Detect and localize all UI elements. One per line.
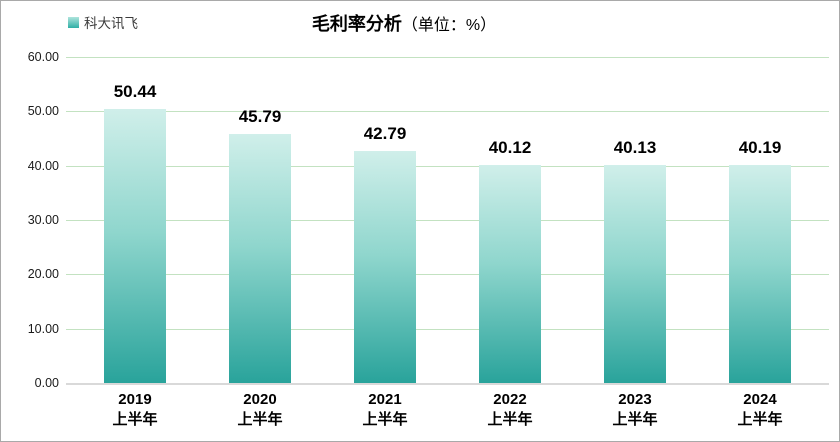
y-axis-tick-label: 0.00 xyxy=(34,376,59,390)
chart-title: 毛利率分析（单位：%） xyxy=(312,10,496,36)
bar-value-label: 40.19 xyxy=(738,137,782,157)
y-gridline xyxy=(66,57,829,58)
bar-2020[interactable] xyxy=(229,134,291,383)
y-gridline xyxy=(66,220,829,221)
x-axis-line xyxy=(66,383,829,385)
y-gridline xyxy=(66,165,829,167)
legend-swatch-icon xyxy=(68,16,79,28)
y-axis-tick-label: 40.00 xyxy=(27,158,59,173)
bar-value-label: 50.44 xyxy=(113,81,157,101)
bar-2019[interactable] xyxy=(104,108,166,383)
x-axis-category-label: 2019 上半年 xyxy=(112,391,158,428)
bar-2021[interactable] xyxy=(354,150,416,383)
legend-item-iflytek[interactable]: 科大讯飞 xyxy=(68,12,138,32)
y-axis-tick-label: 10.00 xyxy=(27,321,59,336)
y-axis-tick-label: 50.00 xyxy=(27,104,59,119)
x-axis-category-label: 2021 上半年 xyxy=(362,391,408,428)
x-axis-category-label: 2023 上半年 xyxy=(612,391,658,428)
y-gridline xyxy=(66,111,829,113)
y-axis-tick-label: 60.00 xyxy=(27,50,59,64)
x-axis-category-label: 2020 上半年 xyxy=(237,391,283,428)
chart-title-unit: （单位：%） xyxy=(401,17,497,34)
bar-value-label: 40.13 xyxy=(613,137,657,157)
y-gridline xyxy=(66,274,829,276)
bar-value-label: 42.79 xyxy=(363,123,407,143)
bar-2022[interactable] xyxy=(479,165,541,383)
legend-label: 科大讯飞 xyxy=(84,16,138,31)
bar-value-label: 45.79 xyxy=(238,107,282,127)
x-axis-category-label: 2022 上半年 xyxy=(487,391,533,428)
chart-title-main: 毛利率分析 xyxy=(311,14,402,34)
bar-2023[interactable] xyxy=(604,164,666,383)
y-gridline xyxy=(66,328,829,330)
bar-value-label: 40.12 xyxy=(488,138,532,157)
y-axis-tick-label: 30.00 xyxy=(27,213,59,227)
bar-2024[interactable] xyxy=(729,164,791,383)
x-axis-category-label: 2024 上半年 xyxy=(737,391,783,428)
y-axis-tick-label: 20.00 xyxy=(27,267,59,282)
